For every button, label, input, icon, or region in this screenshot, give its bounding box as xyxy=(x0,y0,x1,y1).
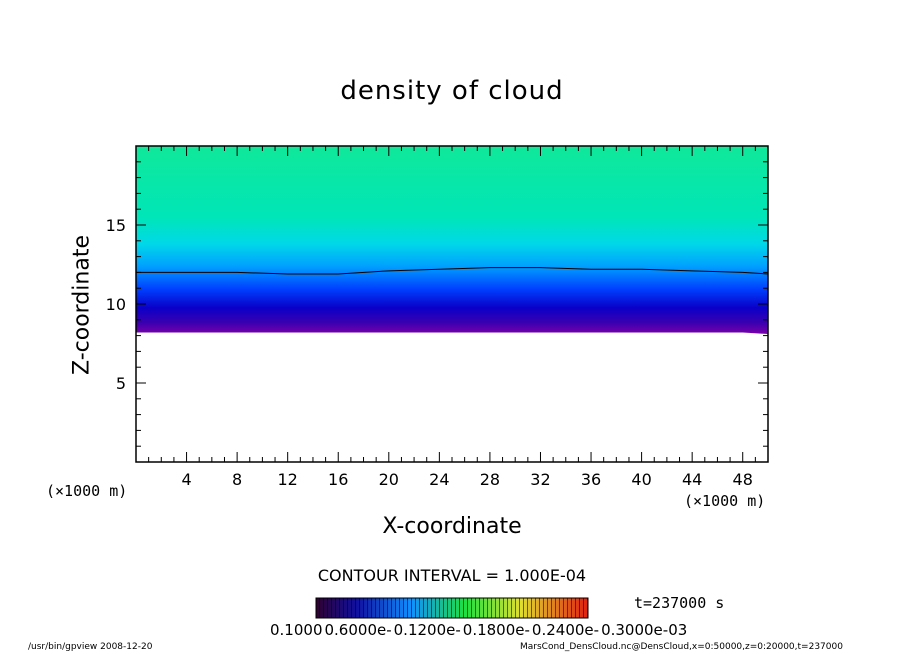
y-tick-label: 5 xyxy=(116,374,126,393)
chart-title: density of cloud xyxy=(340,76,564,106)
colorbar-labels: 0.1000 0.6000e- 0.1200e- 0.1800e- 0.2400e- 0.… xyxy=(270,621,689,639)
x-unit-left: (×1000 m) xyxy=(46,482,128,500)
x-axis-label: X-coordinate xyxy=(382,514,522,539)
colorbar-label: 0.1000 xyxy=(270,621,323,639)
colorbar-label: 0.6000e- xyxy=(324,621,392,639)
x-tick-label: 8 xyxy=(232,470,242,489)
cloud-top-contour xyxy=(136,267,769,275)
contour-interval: CONTOUR INTERVAL = 1.000E-04 xyxy=(317,566,587,585)
x-tick-label: 48 xyxy=(733,470,753,489)
footer-left: /usr/bin/gpview 2008-12-20 xyxy=(28,642,153,652)
x-tick-label: 12 xyxy=(278,470,298,489)
x-tick-label: 20 xyxy=(379,470,399,489)
y-tick-label: 15 xyxy=(106,216,126,235)
x-tick-label: 24 xyxy=(429,470,449,489)
x-tick-label: 28 xyxy=(480,470,500,489)
x-tick-label: 32 xyxy=(530,470,550,489)
colorbar xyxy=(315,597,589,619)
colorbar-label: 0.1200e- xyxy=(393,621,461,639)
x-unit-right: (×1000 m) xyxy=(684,492,766,510)
colorbar-label: 0.1800e- xyxy=(462,621,530,639)
cloud-density-field xyxy=(136,146,768,335)
x-tick-label: 40 xyxy=(631,470,651,489)
y-tick-label: 10 xyxy=(106,295,126,314)
x-tick-label: 36 xyxy=(581,470,601,489)
footer-right: MarsCond_DensCloud.nc@DensCloud,x=0:5000… xyxy=(520,642,843,652)
x-tick-label: 4 xyxy=(181,470,191,489)
y-axis-label: Z-coordinate xyxy=(69,235,95,375)
time-label: t=237000 s xyxy=(634,594,725,612)
colorbar-label: 0.2400e- xyxy=(531,621,600,639)
x-tick-label: 16 xyxy=(328,470,348,489)
colorbar-label: 0.3000e-03 xyxy=(601,621,688,639)
x-tick-label: 44 xyxy=(682,470,702,489)
